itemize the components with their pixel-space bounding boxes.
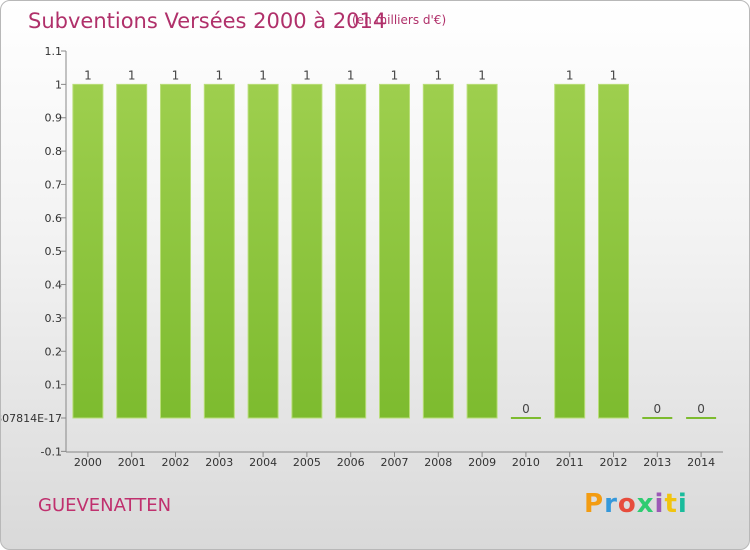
bar [116,83,148,419]
y-tick-label: 0.9 [45,112,63,125]
data-label: 1 [610,68,618,82]
unit-note: (en milliers d'€) [352,13,447,27]
bar [422,83,454,419]
data-label: 0 [653,402,661,416]
y-tick-label: 0.1 [45,379,63,392]
bar [598,83,629,419]
bar [335,83,367,419]
x-tick-label: 2005 [293,456,321,469]
data-label: 1 [84,68,92,82]
data-label: 1 [566,68,574,82]
y-tick-label: -0.1 [41,445,62,458]
logo-letter: t [664,489,678,519]
y-tick-label: 0.6 [45,212,63,225]
data-label: 0 [697,402,705,416]
y-tick-label: 1.3877787807814E-17 [1,412,62,425]
x-tick-label: 2004 [249,456,277,469]
y-tick-label: 1.1 [45,45,63,58]
y-tick-label: 0.3 [45,312,63,325]
proxiti-logo[interactable]: Proxiti [584,489,688,519]
data-label: 1 [259,68,267,82]
x-tick-label: 2010 [512,456,540,469]
bar [554,83,586,419]
y-tick-label: 0.5 [45,245,63,258]
x-tick-label: 2008 [424,456,452,469]
x-tick-label: 2000 [74,456,102,469]
y-tick-label: 1 [55,78,62,91]
x-tick-label: 2011 [556,456,584,469]
bar [247,83,279,419]
bar [203,83,235,419]
data-label: 1 [215,68,223,82]
x-tick-label: 2012 [600,456,628,469]
x-tick-label: 2001 [118,456,146,469]
y-tick-label: 0.2 [45,345,63,358]
data-label: 1 [478,68,486,82]
logo-letter: P [584,489,605,519]
data-label: 1 [303,68,311,82]
x-tick-label: 2013 [643,456,671,469]
logo-letter: x [636,489,655,519]
data-label: 1 [128,68,136,82]
x-tick-label: 2007 [381,456,409,469]
x-tick-label: 2006 [337,456,365,469]
logo-letter: i [654,489,665,519]
data-label: 1 [434,68,442,82]
logo-letter: o [617,489,637,519]
chart-title: Subventions Versées 2000 à 2014 [28,9,387,33]
data-label: 1 [172,68,180,82]
bar [160,83,191,419]
bar [379,83,410,419]
data-label: 0 [522,402,530,416]
data-label: 1 [391,68,399,82]
x-tick-label: 2002 [162,456,190,469]
y-tick-label: 0.7 [45,178,63,191]
bar [466,83,498,419]
bar [72,83,104,419]
x-tick-label: 2014 [687,456,715,469]
x-tick-label: 2003 [205,456,233,469]
y-tick-label: 0.8 [45,145,63,158]
town-name: GUEVENATTEN [38,495,172,516]
x-tick-label: 2009 [468,456,496,469]
logo-letter: i [677,489,688,519]
logo-letter: r [604,489,618,519]
bar [291,83,323,419]
data-label: 1 [347,68,355,82]
y-tick-label: 0.4 [45,279,63,292]
